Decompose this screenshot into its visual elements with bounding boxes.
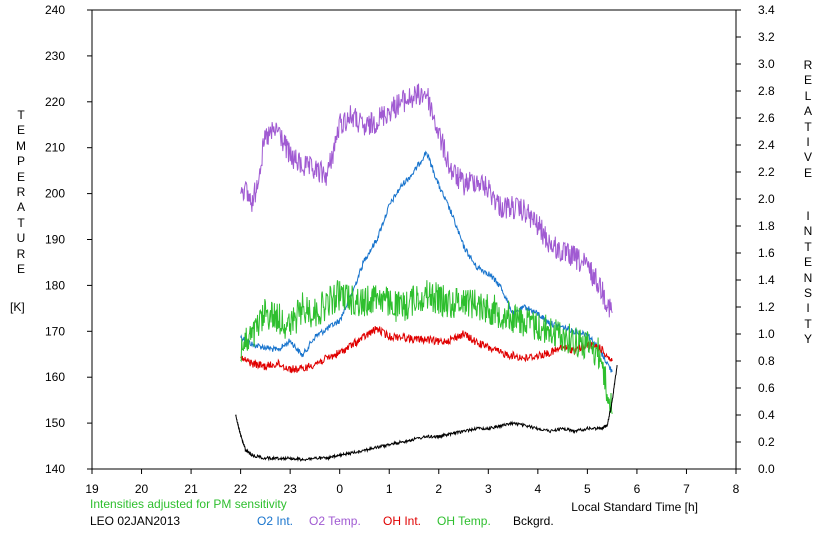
series-line-o2-temp: [240, 83, 613, 318]
right-axis: 0.0 0.2 0.4 0.6 0.8 1.0 1.2 1.4 1.6 1.8 2.0 2.2 2.4 2…: [736, 3, 775, 476]
axis-letter: P: [16, 154, 25, 169]
left-tick-label: 220: [45, 95, 65, 109]
station-label: LEO 02JAN2013: [90, 514, 181, 528]
axis-letter: Y: [803, 332, 812, 347]
legend-item: O2 Int.: [257, 514, 294, 528]
axis-letter: E: [16, 123, 25, 138]
plot-frame: [91, 9, 737, 470]
right-tick-label: 2.0: [758, 192, 775, 206]
right-tick-label: 2.6: [758, 111, 775, 125]
x-axis: 19 20 21 22 23 0 1 2 3 4 5 6 7 8: [85, 469, 740, 496]
left-tick-label: 210: [45, 141, 65, 155]
left-tick-label: 140: [45, 462, 65, 476]
right-tick-label: 2.8: [758, 84, 775, 98]
right-tick-label: 0.4: [758, 408, 775, 422]
x-tick-label: 1: [386, 482, 393, 496]
right-tick-label: 2.4: [758, 138, 775, 152]
axis-letter: R: [16, 246, 26, 261]
legend-item: Bckgrd.: [513, 514, 554, 528]
right-tick-label: 0.2: [758, 435, 775, 449]
left-tick-label: 240: [45, 3, 65, 17]
right-tick-label: 0.0: [758, 462, 775, 476]
left-tick-label: 180: [45, 278, 65, 292]
right-tick-label: 1.8: [758, 219, 775, 233]
right-tick-label: 3.2: [758, 30, 775, 44]
axis-letter: I: [806, 135, 810, 149]
axis-letter: I: [806, 301, 810, 316]
x-tick-label: 5: [584, 482, 591, 496]
right-tick-label: 2.2: [758, 165, 775, 179]
axis-letter: T: [804, 239, 812, 254]
x-tick-label: 3: [485, 482, 492, 496]
x-axis-label: Local Standard Time [h]: [571, 500, 698, 514]
axis-letter: S: [803, 286, 812, 300]
axis-letter: E: [16, 169, 25, 184]
x-tick-label: 21: [184, 482, 198, 496]
x-tick-label: 22: [234, 482, 248, 496]
axis-letter: E: [16, 262, 25, 276]
x-tick-label: 8: [733, 482, 740, 496]
axis-letter: T: [804, 119, 812, 134]
x-tick-label: 23: [283, 482, 297, 496]
axis-letter: N: [803, 270, 813, 285]
axis-letter: U: [16, 231, 26, 246]
axis-letter: E: [803, 73, 812, 88]
x-tick-label: 2: [435, 482, 442, 496]
axis-letter: N: [803, 224, 813, 239]
left-tick-label: 230: [45, 49, 65, 63]
series-line-oh-temp: [240, 280, 613, 415]
legend-item: O2 Temp.: [309, 514, 361, 528]
axis-letter: I: [806, 209, 810, 223]
axis-letter: M: [16, 138, 26, 153]
left-tick-label: 160: [45, 370, 65, 384]
x-tick-label: 6: [634, 482, 641, 496]
left-axis-unit: [K]: [10, 300, 25, 314]
axis-letter: T: [17, 215, 25, 230]
series-line-oh-int: [240, 325, 613, 374]
right-tick-label: 0.8: [758, 354, 775, 368]
legend-item: OH Int.: [383, 514, 422, 528]
right-tick-label: 1.2: [758, 300, 775, 314]
series-layer: [235, 83, 618, 462]
legend-item: OH Temp.: [437, 514, 491, 528]
left-tick-label: 170: [45, 324, 65, 338]
axis-letter: L: [804, 88, 812, 103]
right-tick-label: 1.0: [758, 327, 775, 341]
right-tick-label: 3.0: [758, 57, 775, 71]
left-tick-label: 150: [45, 416, 65, 430]
left-tick-label: 190: [45, 233, 65, 247]
right-tick-label: 3.4: [758, 3, 775, 17]
x-tick-label: 4: [535, 482, 542, 496]
right-tick-label: 0.6: [758, 381, 775, 395]
right-tick-label: 1.6: [758, 246, 775, 260]
axis-letter: E: [803, 255, 812, 270]
x-tick-label: 19: [85, 482, 99, 496]
x-tick-label: 7: [683, 482, 690, 496]
x-tick-label: 0: [336, 482, 343, 496]
x-tick-label: 20: [135, 482, 149, 496]
left-axis: 140 150 160 170 180 190 200 210 220 230 240: [45, 3, 92, 476]
axis-letter: T: [17, 108, 25, 122]
axis-letter: T: [804, 316, 812, 331]
axis-letter: E: [803, 165, 812, 180]
left-tick-label: 200: [45, 187, 65, 201]
axis-letter: A: [16, 200, 25, 215]
series-line-bckgrd: [235, 365, 618, 462]
axis-letter: R: [16, 185, 26, 199]
note-text: Intensities adjusted for PM sensitivity: [90, 497, 287, 511]
axis-letter: A: [803, 104, 812, 119]
axis-letter: R: [803, 58, 813, 72]
axis-letter: V: [803, 150, 812, 165]
right-tick-label: 1.4: [758, 273, 775, 287]
